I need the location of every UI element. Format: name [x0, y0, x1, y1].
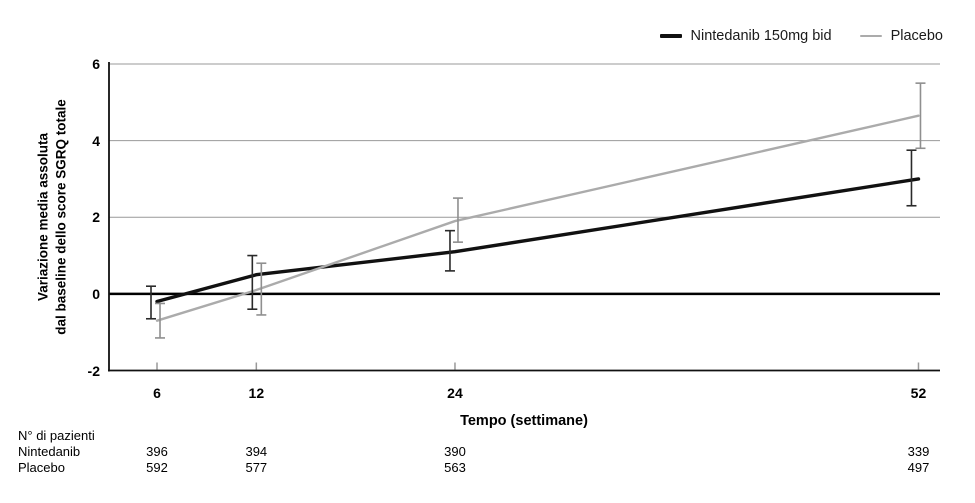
- legend-label: Placebo: [890, 28, 943, 44]
- patient-count-nintedanib-w6: 396: [146, 444, 168, 459]
- series-line-nintedanib-150mg-bid: [155, 177, 921, 304]
- patients-table-header: N° di pazienti: [18, 428, 95, 443]
- patients-row-label-placebo: Placebo: [18, 460, 65, 475]
- y-axis-label: Variazione media assoluta dal baseline d…: [35, 27, 70, 407]
- y-tick-label--2: -2: [87, 362, 100, 379]
- patient-count-nintedanib-w12: 394: [245, 444, 268, 459]
- x-tick-label-12: 12: [248, 385, 265, 401]
- x-tick-label-52: 52: [910, 385, 927, 401]
- x-axis-title: Tempo (settimane): [460, 413, 588, 429]
- legend-item-placebo: Placebo: [859, 28, 943, 44]
- x-tick-label-24: 24: [447, 385, 463, 401]
- patient-count-placebo-w52: 497: [907, 460, 930, 475]
- patient-count-placebo-w6: 592: [146, 460, 168, 475]
- legend-label: Nintedanib 150mg bid: [690, 28, 832, 44]
- patient-count-nintedanib-w24: 390: [444, 444, 466, 459]
- series-line-placebo: [155, 114, 920, 322]
- patient-count-placebo-w12: 577: [245, 460, 268, 475]
- chart-legend: Nintedanib 150mg bid Placebo: [659, 28, 943, 44]
- y-tick-label-6: 6: [92, 56, 100, 72]
- legend-line-swatch: [659, 34, 682, 38]
- y-tick-label-4: 4: [92, 132, 100, 149]
- y-tick-label-0: 0: [92, 285, 100, 302]
- patients-row-label-nintedanib: Nintedanib: [18, 444, 81, 459]
- legend-item-nintedanib-150mg-bid: Nintedanib 150mg bid: [659, 28, 832, 44]
- patient-count-placebo-w24: 563: [444, 460, 466, 475]
- legend-line-swatch: [859, 34, 882, 38]
- x-tick-label-6: 6: [153, 385, 161, 401]
- patient-count-nintedanib-w52: 339: [907, 444, 930, 459]
- y-axis-label-line2: dal baseline dello score SGRQ totale: [53, 99, 68, 335]
- y-tick-label-2: 2: [92, 209, 100, 226]
- y-axis-label-line1: Variazione media assoluta: [35, 132, 51, 302]
